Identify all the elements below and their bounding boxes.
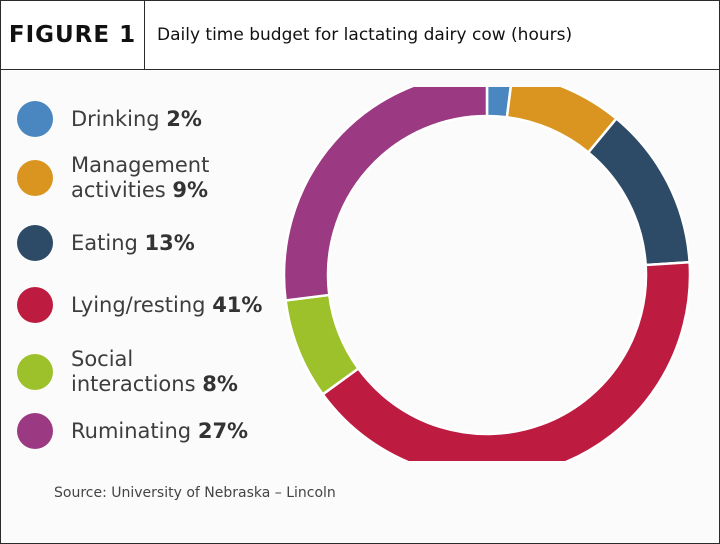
figure-header: FIGURE 1 Daily time budget for lactating…: [1, 1, 719, 70]
legend-label: Social interactions 8%: [71, 347, 238, 397]
legend-swatch: [17, 287, 53, 323]
legend-label: Drinking 2%: [71, 107, 202, 132]
donut-slice-lying-resting: [321, 260, 691, 461]
legend-label: Lying/resting 41%: [71, 293, 262, 318]
legend-percent: 13%: [144, 230, 195, 255]
donut-slice-ruminating: [282, 87, 489, 302]
legend-swatch: [17, 413, 53, 449]
legend-item-eating: Eating 13%: [17, 225, 297, 261]
legend-percent: 8%: [202, 372, 238, 396]
legend-item-lying-resting: Lying/resting 41%: [17, 287, 297, 323]
source-note: Source: University of Nebraska – Lincoln: [54, 485, 336, 501]
legend-label-line: Eating: [71, 230, 138, 255]
legend-swatch: [17, 160, 53, 196]
chart-title: Daily time budget for lactating dairy co…: [157, 25, 573, 45]
legend-swatch: [17, 101, 53, 137]
legend-label: Eating 13%: [71, 231, 195, 256]
legend-label-line: Management: [71, 153, 210, 177]
legend-swatch: [17, 225, 53, 261]
legend-percent: 2%: [166, 106, 202, 131]
legend-label: Ruminating 27%: [71, 419, 248, 444]
donut-slice-eating: [586, 116, 691, 267]
legend-percent: 27%: [197, 418, 249, 443]
legend-label-line: Lying/resting: [71, 292, 206, 317]
legend-label-line: activities: [71, 178, 166, 202]
figure-label: FIGURE 1: [1, 1, 145, 69]
legend-percent: 9%: [172, 178, 209, 202]
legend-item-drinking: Drinking 2%: [17, 101, 297, 137]
legend-label-line: interactions: [71, 372, 196, 396]
legend-item-ruminating: Ruminating 27%: [17, 413, 297, 449]
legend-label-line: Ruminating: [71, 418, 192, 443]
legend-label-line: Social: [71, 347, 134, 371]
legend-item-social-interactions: Social interactions 8%: [17, 347, 297, 397]
legend-item-management-activities: Management activities 9%: [17, 153, 297, 203]
legend-percent: 41%: [212, 292, 263, 317]
legend-label-line: Drinking: [71, 106, 160, 131]
legend-swatch: [17, 354, 53, 390]
donut-chart: [282, 87, 691, 461]
legend-label: Management activities 9%: [71, 153, 209, 203]
